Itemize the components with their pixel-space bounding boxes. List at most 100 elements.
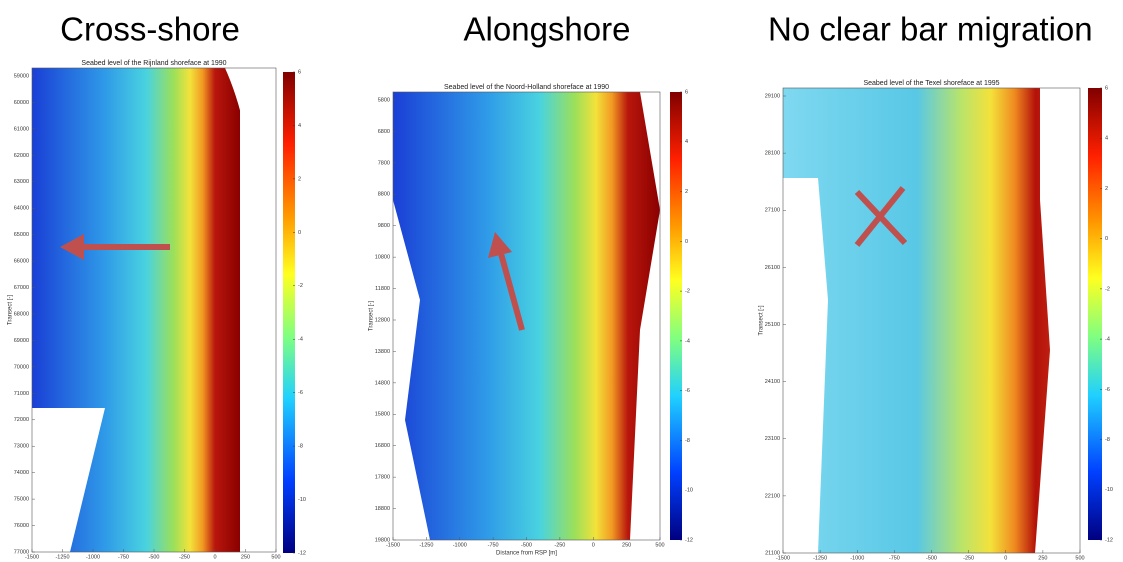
y-tick-label: 16800	[375, 443, 390, 449]
x-tick-label: -1000	[453, 542, 467, 548]
colorbar-tick-label: 2	[685, 189, 688, 195]
x-tick-label: -1500	[776, 555, 790, 561]
y-tick-label: 8800	[378, 192, 390, 198]
y-tick-label: 29100	[765, 93, 780, 99]
x-tick-label: -250	[554, 542, 565, 548]
y-tick-label: 11800	[375, 286, 390, 292]
y-tick-label: 5800	[378, 97, 390, 103]
colorbar-tick-label: 0	[685, 239, 688, 245]
heading: No clear bar migration	[768, 11, 1093, 48]
colorbar-tick-label: -12	[298, 550, 306, 556]
colorbar-tick-label: 6	[298, 69, 301, 75]
slide-canvas: Cross-shore Seabed level of the Rijnland …	[0, 0, 1123, 562]
x-tick-label: 500	[1075, 555, 1084, 561]
x-tick-label: 500	[271, 554, 280, 560]
y-tick-label: 28100	[765, 151, 780, 157]
colorbar-tick-label: -2	[1105, 286, 1110, 292]
heading: Cross-shore	[60, 11, 240, 48]
y-tick-label: 68000	[14, 311, 29, 317]
y-axis-label: Transect [-]	[8, 295, 14, 325]
y-tick-label: 66000	[14, 259, 29, 265]
colorbar-tick-label: -4	[685, 338, 690, 344]
x-tick-label: -500	[926, 555, 937, 561]
x-tick-label: -500	[148, 554, 159, 560]
colorbar-tick-label: -6	[685, 388, 690, 394]
colorbar-tick-label: -4	[1105, 337, 1110, 343]
colorbar-tick-label: -2	[298, 283, 303, 289]
x-tick-label: 500	[655, 542, 664, 548]
x-tick-label: 250	[1038, 555, 1047, 561]
colorbar-tick-label: 4	[298, 123, 301, 129]
x-tick-label: -1000	[86, 554, 100, 560]
y-tick-label: 61000	[14, 126, 29, 132]
y-tick-label: 27100	[765, 208, 780, 214]
colorbar-tick-label: -8	[1105, 437, 1110, 443]
colorbar-tick-label: 6	[1105, 85, 1108, 91]
x-tick-label: 0	[213, 554, 216, 560]
x-tick-label: -1250	[55, 554, 69, 560]
colorbar-tick-label: -6	[1105, 387, 1110, 393]
plot-title: Seabed level of the Texel shoreface at 1…	[863, 80, 999, 87]
map-texel	[783, 88, 1080, 553]
plot-title: Seabed level of the Noord-Holland shoref…	[444, 84, 609, 91]
x-tick-label: 250	[622, 542, 631, 548]
y-tick-label: 74000	[14, 470, 29, 476]
y-tick-label: 75000	[14, 497, 29, 503]
y-tick-label: 25100	[765, 322, 780, 328]
x-tick-label: -1250	[813, 555, 827, 561]
colorbar-tick-label: 0	[298, 230, 301, 236]
y-tick-label: 12800	[375, 317, 390, 323]
colorbar-tick-label: 6	[685, 89, 688, 95]
x-tick-label: -1000	[850, 555, 864, 561]
y-tick-label: 76000	[14, 523, 29, 529]
x-tick-label: -750	[488, 542, 499, 548]
y-axis-label: Transect [-]	[759, 305, 765, 335]
colorbar-tick-label: -12	[1105, 537, 1113, 543]
y-tick-label: 6800	[378, 129, 390, 135]
x-tick-label: -750	[889, 555, 900, 561]
y-tick-label: 10800	[375, 255, 390, 261]
y-tick-label: 22100	[765, 493, 780, 499]
colorbar-tick-label: -8	[298, 444, 303, 450]
y-tick-label: 14800	[375, 380, 390, 386]
colorbar-tick-label: 2	[1105, 186, 1108, 192]
x-tick-label: -250	[179, 554, 190, 560]
y-tick-label: 67000	[14, 285, 29, 291]
colorbar-tick-label: 4	[685, 139, 688, 145]
y-tick-label: 23100	[765, 436, 780, 442]
map-noord-holland	[393, 92, 660, 540]
colorbar-tick-label: 0	[1105, 236, 1108, 242]
colorbar-tick-label: 4	[1105, 136, 1108, 142]
colorbar-tick-label: -12	[685, 537, 693, 543]
y-tick-label: 13800	[375, 349, 390, 355]
x-tick-label: -1250	[419, 542, 433, 548]
x-axis-label: Distance from RSP [m]	[496, 551, 557, 557]
y-tick-label: 65000	[14, 232, 29, 238]
y-tick-label: 15800	[375, 412, 390, 418]
plot-title: Seabed level of the Rijnland shoreface a…	[81, 60, 226, 67]
y-axis-label: Transect [-]	[369, 301, 375, 331]
map-rijnland	[32, 68, 276, 552]
x-tick-label: -750	[118, 554, 129, 560]
colorbar-tick-label: -10	[1105, 487, 1113, 493]
y-tick-label: 70000	[14, 364, 29, 370]
y-tick-label: 73000	[14, 444, 29, 450]
x-tick-label: -250	[963, 555, 974, 561]
y-tick-label: 17800	[375, 475, 390, 481]
colorbar-tick-label: -8	[685, 438, 690, 444]
slide: Cross-shore Seabed level of the Rijnland …	[0, 0, 1123, 562]
y-tick-label: 62000	[14, 153, 29, 159]
y-tick-label: 26100	[765, 265, 780, 271]
x-tick-label: -1500	[386, 542, 400, 548]
y-tick-label: 71000	[14, 391, 29, 397]
colorbar-tick-label: -10	[685, 488, 693, 494]
colorbar-tick-label: -6	[298, 390, 303, 396]
y-tick-label: 7800	[378, 160, 390, 166]
y-tick-label: 64000	[14, 206, 29, 212]
colorbar-tick-label: -4	[298, 337, 303, 343]
x-tick-label: 0	[1004, 555, 1007, 561]
colorbar-tick-label: 2	[298, 176, 301, 182]
heading: Alongshore	[464, 11, 631, 48]
colorbar-tick-label: -10	[298, 497, 306, 503]
y-tick-label: 59000	[14, 73, 29, 79]
